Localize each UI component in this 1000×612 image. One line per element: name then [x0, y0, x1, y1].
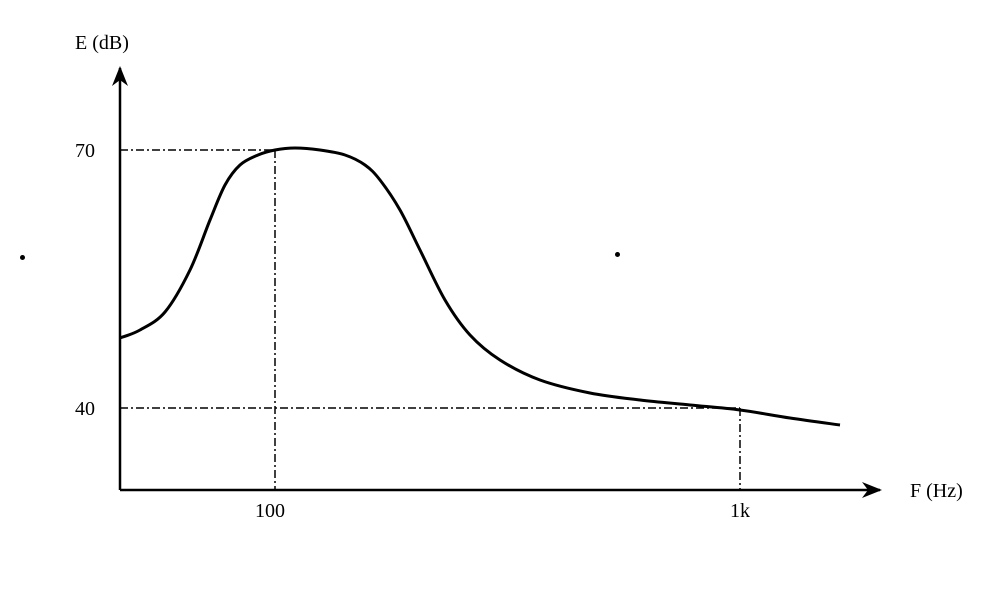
chart-svg: [0, 0, 1000, 612]
x-axis-label: F (Hz): [910, 480, 963, 503]
y-tick-40: 40: [75, 398, 95, 421]
x-tick-100: 100: [255, 500, 285, 523]
decorative-dot: [615, 252, 620, 257]
response-curve: [120, 148, 840, 425]
reference-lines: [120, 150, 740, 490]
y-tick-70: 70: [75, 140, 95, 163]
x-tick-1k: 1k: [730, 500, 750, 523]
y-axis-label: E (dB): [75, 32, 129, 55]
frequency-response-chart: E (dB) F (Hz) 70 40 100 1k: [0, 0, 1000, 612]
decorative-dot: [20, 255, 25, 260]
